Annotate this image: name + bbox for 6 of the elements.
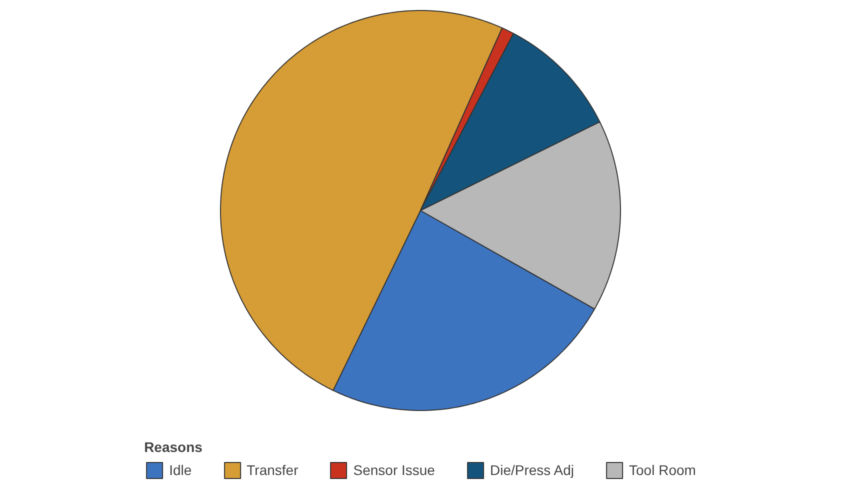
- legend-title: Reasons: [144, 439, 204, 455]
- legend-label: Die/Press Adj: [490, 462, 574, 478]
- legend-label: Idle: [169, 462, 192, 478]
- legend-label: Transfer: [246, 462, 298, 478]
- legend-label: Tool Room: [629, 462, 696, 478]
- legend-label: Sensor Issue: [353, 462, 435, 478]
